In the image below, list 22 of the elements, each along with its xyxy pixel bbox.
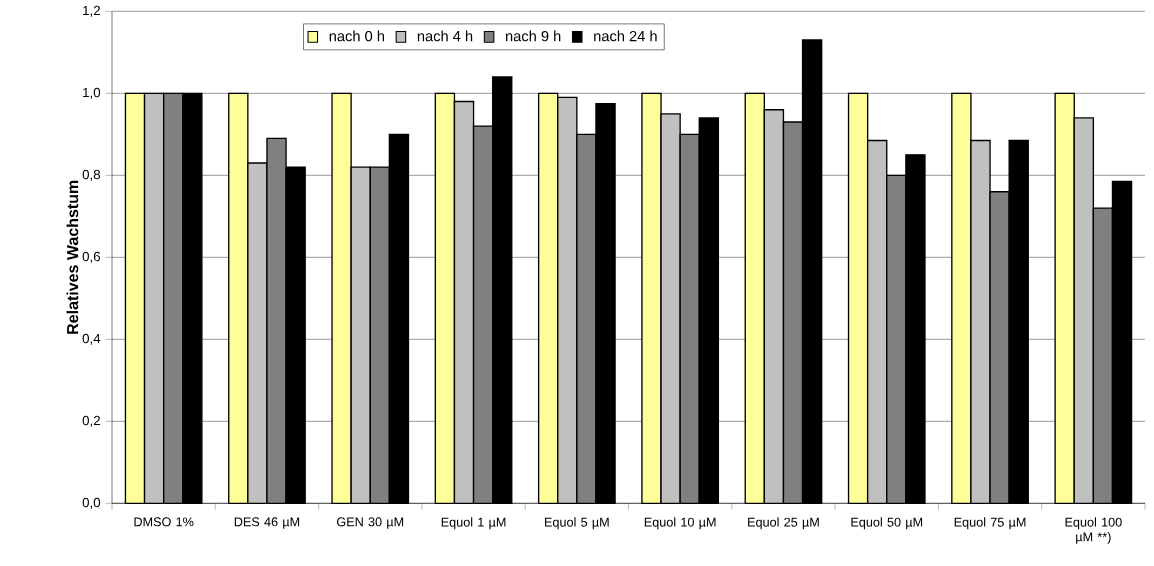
x-tick-label: Equol 10 µM: [644, 517, 716, 530]
x-tick-label: Equol 50 µM: [851, 517, 923, 530]
y-tick-label: 0,8: [82, 169, 101, 181]
y-tick-label: 1,2: [83, 5, 100, 17]
x-tick-label: Equol 75 µM: [954, 517, 1026, 530]
x-tick-label: Equol 1 µM: [441, 517, 506, 530]
y-axis-title: Relatives Wachstum: [66, 180, 79, 334]
x-tick-label: DMSO 1%: [134, 517, 194, 527]
x-tick-label: Equol 25 µM: [748, 517, 819, 530]
x-tick-label: GEN 30 µM: [336, 517, 404, 529]
y-tick-label: 0,2: [82, 415, 100, 427]
legend-label: nach 0 h: [329, 30, 384, 42]
y-tick-label: 0,4: [82, 333, 101, 345]
x-tick-label: DES 46 µM: [234, 517, 300, 529]
y-tick-label: 0,0: [82, 497, 101, 509]
y-tick-label: 1,0: [83, 87, 101, 99]
y-tick-label: 0,6: [82, 251, 101, 263]
x-tick-label: Equol 100 µM **): [1065, 517, 1122, 544]
legend-label: nach 4 h: [417, 30, 473, 42]
legend-label: nach 24 h: [594, 30, 657, 42]
x-tick-label: Equol 5 µM: [545, 517, 609, 530]
legend-label: nach 9 h: [506, 30, 561, 42]
